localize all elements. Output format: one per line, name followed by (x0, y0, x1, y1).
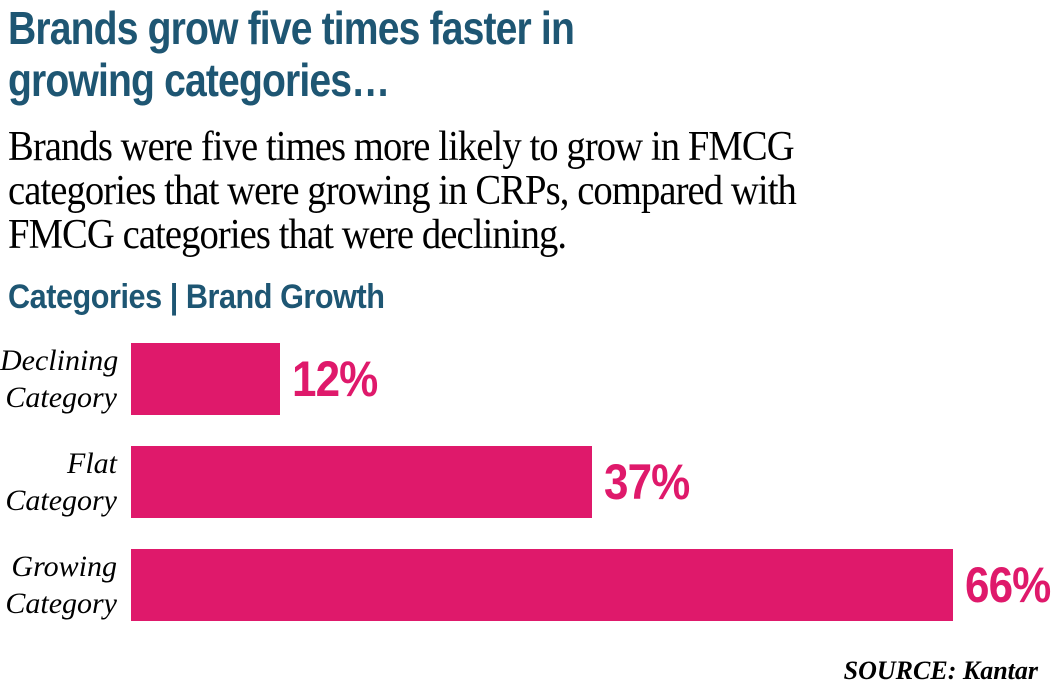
subtitle: Brands were five times more likely to gr… (8, 125, 970, 257)
chart-heading: Categories | Brand Growth (8, 278, 385, 316)
page-title-line-2: growing categories… (8, 54, 390, 106)
bar-chart: Declining Category 12% Flat Category 37%… (0, 343, 1054, 621)
category-label-line: Category (5, 381, 117, 414)
subtitle-line-2: categories that were growing in CRPs, co… (8, 168, 797, 214)
value-label-flat: 37% (604, 454, 690, 510)
value-label-declining: 12% (292, 351, 378, 407)
category-label-line: Declining (0, 344, 119, 377)
category-label-line: Category (5, 587, 117, 620)
category-label-line: Growing (11, 550, 117, 583)
content-area: Brands grow five times faster in growing… (0, 2, 1054, 621)
category-label-growing: Growing Category (0, 548, 117, 622)
bar-declining-category (131, 343, 280, 415)
bar-row-flat: Flat Category 37% (5, 446, 1054, 518)
bar-row-declining: Declining Category 12% (0, 343, 1054, 415)
bar-growing-category (131, 549, 953, 621)
category-label-declining: Declining Category (0, 342, 119, 416)
page-title-line-1: Brands grow five times faster in (8, 2, 575, 54)
bar-flat-category (131, 446, 592, 518)
source-credit: SOURCE: Kantar (843, 656, 1038, 685)
category-label-line: Flat (67, 447, 117, 480)
page-title: Brands grow five times faster in growing… (8, 2, 897, 106)
subtitle-line-3: FMCG categories that were declining. (8, 212, 567, 258)
value-label-growing: 66% (965, 557, 1051, 613)
category-label-flat: Flat Category (0, 445, 117, 519)
subtitle-line-1: Brands were five times more likely to gr… (8, 124, 795, 170)
bar-row-growing: Growing Category 66% (5, 549, 1054, 621)
category-label-line: Category (5, 484, 117, 517)
